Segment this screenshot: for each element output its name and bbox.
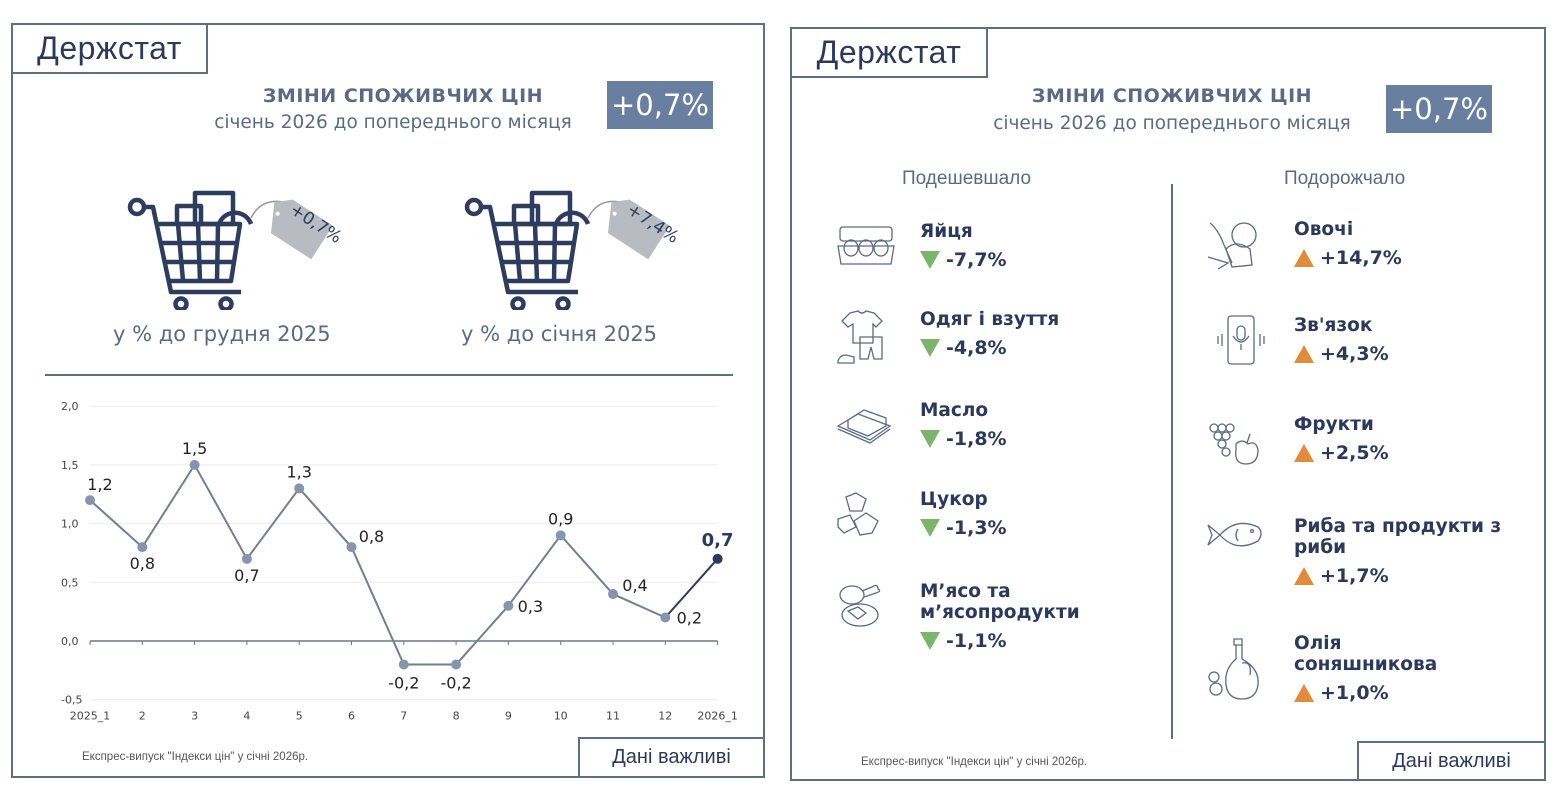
svg-text:2025_1: 2025_1 (70, 710, 111, 723)
svg-text:1,5: 1,5 (182, 439, 207, 458)
list-item: Одяг і взуття -4,8% (920, 309, 1060, 359)
shopping-cart-icon: +7,4% (464, 190, 682, 310)
list-item: Олія соняшникова +1,0% (1294, 633, 1438, 704)
phone-icon (1217, 315, 1265, 365)
svg-text:7: 7 (400, 710, 407, 723)
list-item: Зв'язок +4,3% (1294, 315, 1389, 365)
sugar-cubes-icon (837, 492, 879, 536)
oil-bottle-icon (1208, 638, 1259, 700)
cart-label-december: у % до грудня 2025 (113, 322, 331, 346)
svg-text:0,5: 0,5 (61, 576, 79, 589)
up-arrow-icon (1294, 444, 1314, 462)
svg-text:0,0: 0,0 (61, 635, 79, 648)
page-subtitle: січень 2026 до попереднього місяця (993, 113, 1351, 134)
svg-text:1,5: 1,5 (61, 459, 79, 472)
important-data-label: Дані важливі (578, 737, 765, 778)
headline-change-badge: +0,7% (1386, 85, 1492, 133)
important-data-label: Дані важливі (1357, 741, 1546, 781)
fish-icon (1207, 522, 1262, 547)
svg-text:0,7: 0,7 (702, 530, 734, 551)
clothes-icon (837, 310, 883, 364)
list-item: Риба та продукти з риби +1,7% (1294, 516, 1502, 587)
svg-text:4: 4 (243, 710, 250, 723)
meat-icon (839, 584, 881, 627)
list-item: Фрукти +2,5% (1294, 414, 1389, 464)
down-arrow-icon (920, 430, 940, 448)
derzhstat-logo: Держстат (790, 27, 988, 78)
svg-text:0,4: 0,4 (622, 576, 647, 595)
list-item: Цукор -1,3% (920, 489, 1007, 539)
down-arrow-icon (920, 339, 940, 357)
svg-text:2,0: 2,0 (61, 400, 79, 413)
up-arrow-icon (1294, 684, 1314, 702)
svg-text:-0,2: -0,2 (388, 673, 419, 692)
list-item: Масло -1,8% (920, 400, 1007, 450)
svg-text:0,7: 0,7 (234, 566, 259, 585)
svg-text:0,3: 0,3 (518, 597, 543, 616)
page-subtitle: січень 2026 до попереднього місяця (214, 112, 572, 133)
svg-text:1,0: 1,0 (61, 518, 79, 531)
egg-carton-icon (837, 226, 895, 265)
headline-change-badge: +0,7% (607, 81, 713, 129)
source-footnote: Експрес-випуск "Індекси цін" у січні 202… (82, 751, 309, 763)
up-arrow-icon (1294, 249, 1314, 267)
pricier-heading: Подорожчало (1284, 168, 1406, 189)
source-footnote: Експрес-випуск "Індекси цін" у січні 202… (861, 756, 1088, 768)
down-arrow-icon (920, 632, 940, 650)
cart-label-january: у % до січня 2025 (461, 322, 658, 346)
svg-text:8: 8 (453, 710, 460, 723)
list-item: Овочі +14,7% (1294, 219, 1402, 269)
vegetables-icon (1207, 222, 1257, 270)
svg-text:11: 11 (606, 710, 620, 723)
svg-text:12: 12 (658, 710, 672, 723)
svg-text:10: 10 (554, 710, 568, 723)
shopping-cart-icon: +0,7% (127, 190, 345, 310)
svg-text:9: 9 (505, 710, 512, 723)
svg-text:-0,5: -0,5 (61, 694, 82, 707)
svg-text:2: 2 (139, 710, 146, 723)
svg-text:3: 3 (191, 710, 198, 723)
up-arrow-icon (1294, 345, 1314, 363)
svg-text:2026_1: 2026_1 (697, 710, 738, 723)
list-item: М’ясо та м’ясопродукти -1,1% (920, 581, 1080, 652)
monthly-cpi-line-chart: 2,0 1,5 1,0 0,5 0,0 -0,5 2025_1 2 3 4 5 6 7 8 9 10 11 12 2… (61, 400, 738, 723)
section-divider (45, 374, 733, 376)
fruits-icon (1209, 423, 1259, 465)
left-infographic-panel: Держстат ЗМІНИ СПОЖИВЧИХ ЦІН січень 2026… (11, 23, 765, 778)
page-title: ЗМІНИ СПОЖИВЧИХ ЦІН (262, 85, 544, 107)
svg-text:0,2: 0,2 (677, 609, 702, 628)
right-infographic-panel: Держстат ЗМІНИ СПОЖИВЧИХ ЦІН січень 2026… (790, 27, 1546, 781)
down-arrow-icon (920, 251, 940, 269)
svg-text:1,3: 1,3 (286, 462, 311, 481)
list-item: Яйця -7,7% (920, 221, 1007, 271)
derzhstat-logo: Держстат (11, 23, 208, 74)
cheaper-heading: Подешевшало (902, 168, 1032, 189)
column-divider (1171, 184, 1173, 739)
svg-text:0,8: 0,8 (359, 527, 384, 546)
page-title: ЗМІНИ СПОЖИВЧИХ ЦІН (1031, 85, 1313, 107)
svg-text:-0,2: -0,2 (440, 673, 471, 692)
svg-text:6: 6 (348, 710, 355, 723)
svg-text:0,8: 0,8 (130, 554, 155, 573)
butter-icon (836, 409, 892, 444)
svg-text:5: 5 (296, 710, 303, 723)
up-arrow-icon (1294, 567, 1314, 585)
svg-text:0,9: 0,9 (548, 509, 573, 528)
svg-text:1,2: 1,2 (87, 475, 112, 494)
down-arrow-icon (920, 519, 940, 537)
